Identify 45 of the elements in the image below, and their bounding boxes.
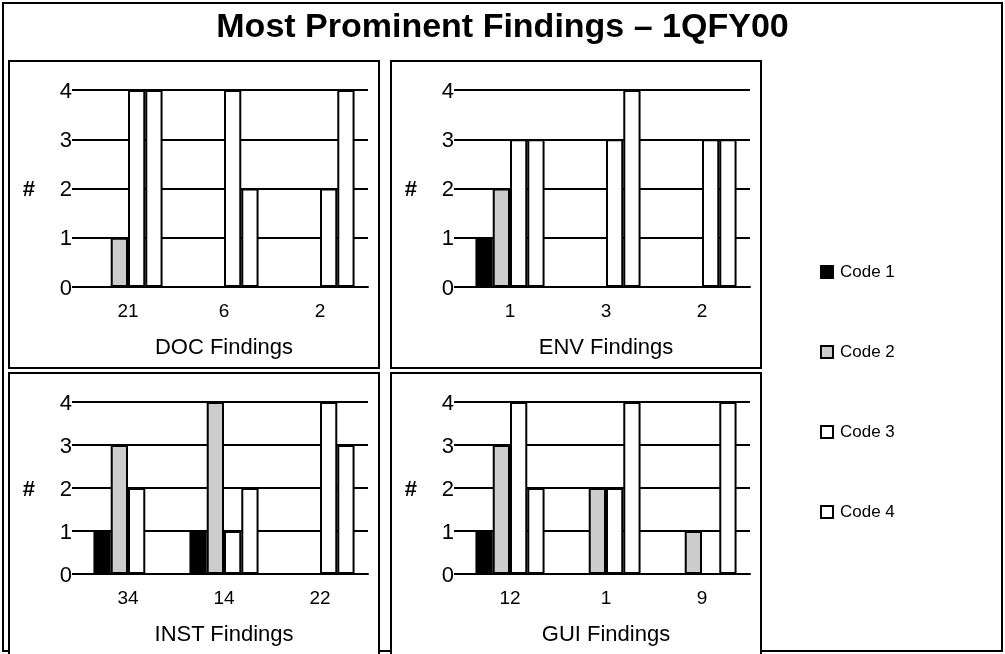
x-tick-label: 2 [696,300,708,321]
x-axis-title: GUI Findings [541,620,671,646]
legend-label: Code 1 [840,262,895,282]
y-tick-label: 1 [59,518,72,544]
legend-label: Code 4 [840,502,895,522]
x-axis-title: INST Findings [154,620,294,646]
x-tick-label: 21 [117,300,139,321]
y-tick-label: 4 [441,389,454,415]
x-tick-label: 2 [314,300,326,321]
x-tick-label: 34 [117,587,139,608]
text: Most Prominent Findings – 1QFY00 [215,6,790,45]
legend-label: Code 2 [840,342,895,362]
x-tick-label: 1 [504,300,516,321]
x-tick-label: 14 [213,587,235,608]
legend-label: Code 3 [840,422,895,442]
x-tick-label: 9 [696,587,708,608]
x-tick-label: 6 [218,300,230,321]
x-tick-label: 22 [309,587,331,608]
y-tick-label: 1 [59,225,72,251]
y-tick-label: 3 [59,126,72,152]
y-tick-label: 2 [59,176,72,201]
y-axis-title: # [404,176,417,201]
y-tick-label: 3 [441,432,454,458]
y-tick-label: 4 [59,389,72,415]
y-axis-title: # [22,475,35,501]
y-tick-label: 4 [59,77,72,103]
y-tick-label: 4 [441,77,454,103]
y-tick-label: 2 [441,475,454,501]
x-tick-label: 1 [600,587,612,608]
x-tick-label: 12 [499,587,521,608]
y-tick-label: 2 [441,176,454,201]
y-tick-label: 0 [59,561,72,587]
y-tick-label: 1 [441,518,454,544]
x-axis-title: DOC Findings [154,333,294,359]
y-tick-label: 0 [59,274,72,300]
y-tick-label: 3 [59,432,72,458]
x-tick-label: 3 [600,300,612,321]
y-tick-label: 0 [441,274,454,300]
y-axis-title: # [404,475,417,501]
y-tick-label: 2 [59,475,72,501]
x-axis-title: ENV Findings [538,333,674,359]
y-tick-label: 1 [441,225,454,251]
y-tick-label: 3 [441,126,454,152]
y-tick-label: 0 [441,561,454,587]
y-axis-title: # [22,176,35,201]
